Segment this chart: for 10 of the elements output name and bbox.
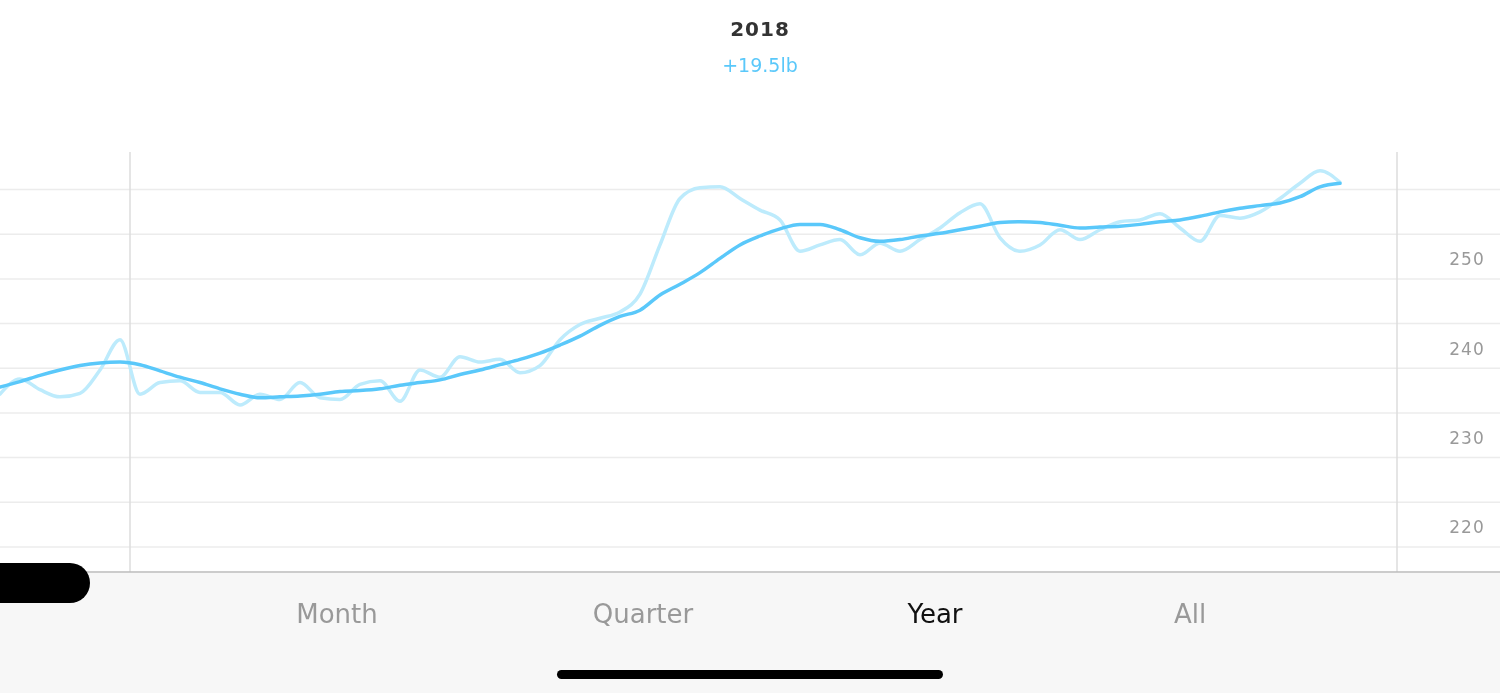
text: Year xyxy=(906,599,963,629)
y-tick-label: 230 xyxy=(1449,427,1485,448)
y-tick-label: 240 xyxy=(1449,338,1485,359)
text: Quarter xyxy=(592,599,694,629)
y-tick-label: 250 xyxy=(1449,249,1485,270)
y-tick-label: 220 xyxy=(1449,517,1485,538)
text: All xyxy=(1173,599,1207,629)
text: Month xyxy=(296,599,378,629)
chart-title: 2018 xyxy=(730,17,790,41)
chart-subtitle: +19.5lb xyxy=(722,54,798,76)
